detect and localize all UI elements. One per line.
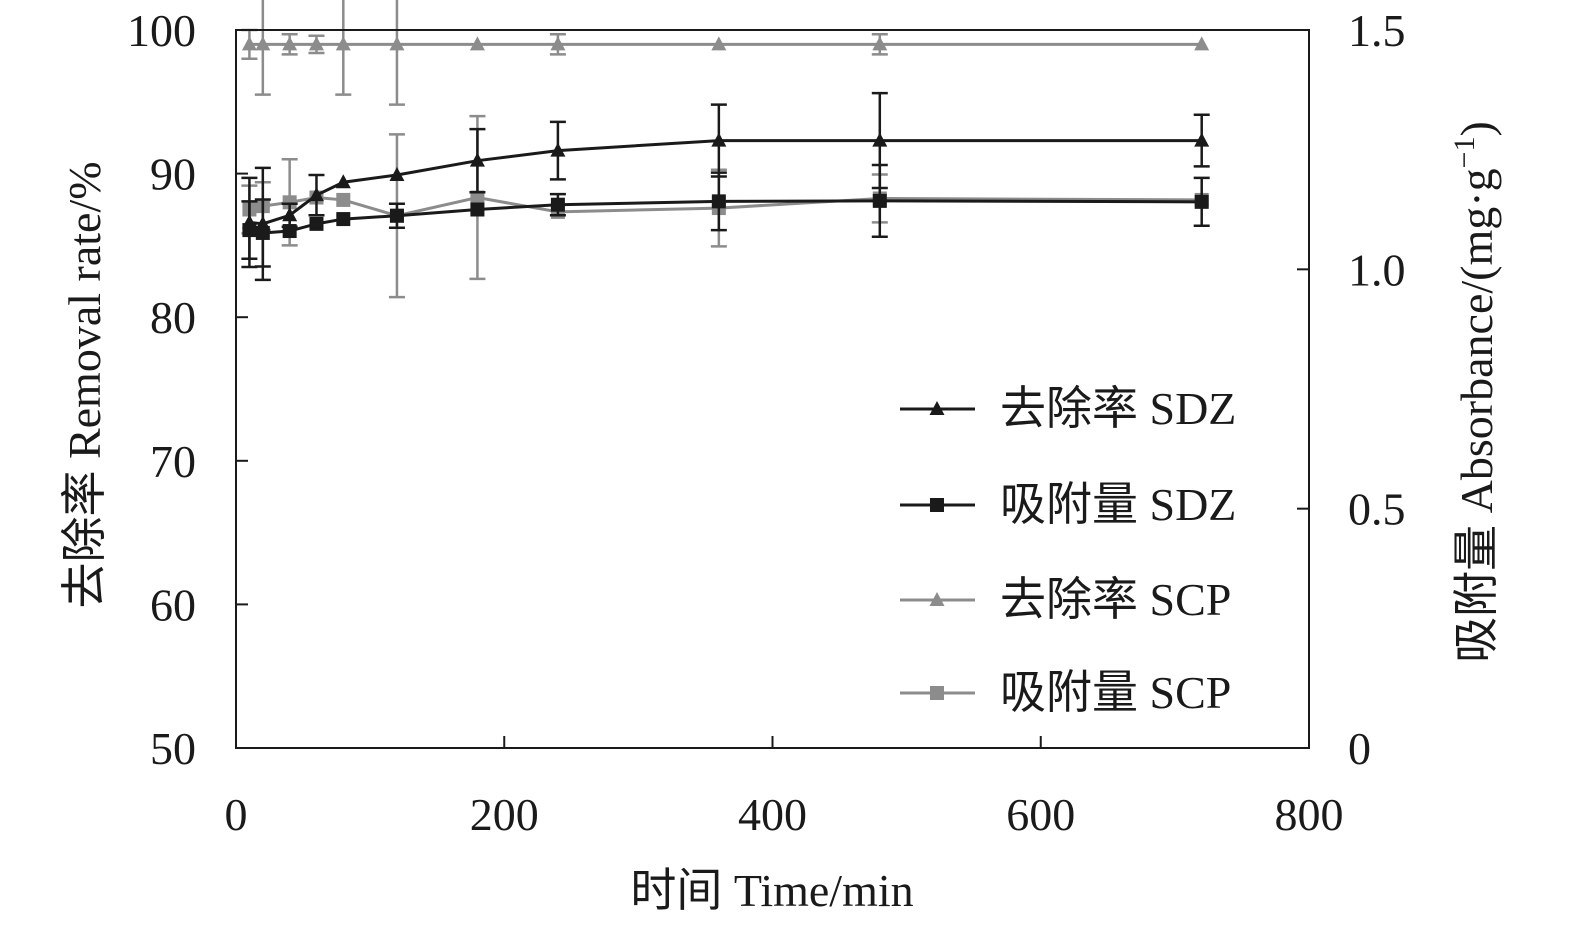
legend-label-adsorption-scp: 吸附量 SCP	[1000, 667, 1231, 718]
data-point	[550, 36, 566, 51]
y-left-tick-label: 60	[150, 579, 196, 630]
legend-item-adsorption-sdz: 吸附量 SDZ	[900, 479, 1236, 530]
x-tick-label: 800	[1275, 789, 1344, 840]
x-tick-label: 400	[738, 789, 807, 840]
data-point	[282, 195, 297, 210]
y-right-tick-label: 0	[1348, 723, 1371, 774]
data-point	[1194, 132, 1210, 147]
y-right-tick-label: 1.0	[1348, 244, 1406, 295]
legend-square-marker-icon	[930, 498, 944, 512]
series-layer	[241, 0, 1210, 299]
y-left-tick-label: 100	[127, 5, 196, 56]
y-left-tick-label: 90	[150, 149, 196, 200]
data-point	[711, 132, 727, 147]
x-axis-title: 时间 Time/min	[630, 865, 913, 916]
data-point	[308, 187, 324, 202]
data-point	[389, 36, 405, 51]
y-right-tick-label: 1.5	[1348, 5, 1406, 56]
data-point	[309, 216, 324, 231]
data-point	[711, 36, 727, 51]
y-right-axis-title-close: )	[1451, 121, 1502, 136]
data-point	[389, 167, 405, 182]
data-point	[872, 36, 888, 51]
data-point	[241, 214, 257, 229]
data-point	[282, 207, 298, 222]
data-point	[241, 36, 257, 51]
y-left-axis-title: 去除率 Removal rate/%	[59, 161, 110, 608]
y-right-axis-title-main: 吸附量 Absorbance/(mg·g	[1451, 168, 1502, 662]
data-point	[469, 36, 485, 51]
x-tick-label: 600	[1006, 789, 1075, 840]
data-point	[336, 212, 351, 227]
series-2	[241, 0, 1210, 106]
data-point	[550, 142, 566, 157]
series-1	[241, 163, 1210, 268]
data-point	[336, 192, 351, 207]
y-right-axis-title: 吸附量 Absorbance/(mg·g−1)	[1448, 121, 1502, 663]
y-left-tick-label: 80	[150, 292, 196, 343]
legend-triangle-marker-icon	[929, 592, 945, 606]
data-point	[872, 132, 888, 147]
legend-label-removal-sdz: 去除率 SDZ	[1000, 383, 1236, 434]
data-point	[255, 36, 271, 51]
data-point	[335, 36, 351, 51]
series-0	[241, 91, 1210, 282]
y-left-tick-label: 70	[150, 436, 196, 487]
y-right-axis-title-sup: −1	[1448, 137, 1481, 169]
data-point	[550, 197, 565, 212]
data-point	[1194, 194, 1209, 209]
data-point	[470, 190, 485, 205]
data-point	[470, 202, 485, 217]
y-right-tick-label: 0.5	[1348, 484, 1406, 535]
data-point	[469, 152, 485, 167]
legend-triangle-marker-icon	[929, 401, 945, 415]
legend-item-adsorption-scp: 吸附量 SCP	[900, 667, 1231, 718]
data-point	[711, 194, 726, 209]
x-tick-label: 0	[225, 789, 248, 840]
legend: 去除率 SDZ 吸附量 SDZ 去除率 SCP 吸附量 SCP	[900, 383, 1236, 718]
data-point	[872, 193, 887, 208]
legend-label-removal-scp: 去除率 SCP	[1000, 574, 1231, 625]
data-point	[1194, 36, 1210, 51]
data-point	[335, 174, 351, 189]
legend-item-removal-scp: 去除率 SCP	[900, 574, 1231, 625]
legend-square-marker-icon	[930, 686, 944, 700]
y-left-tick-label: 50	[150, 723, 196, 774]
data-point	[308, 36, 324, 51]
legend-label-adsorption-sdz: 吸附量 SDZ	[1000, 479, 1236, 530]
ticks-layer: 0 200 400 600 800 50 60 70 80 90 100 0 0.5 1.0 1.5	[127, 5, 1406, 840]
data-point	[255, 215, 271, 230]
data-point	[282, 36, 298, 51]
legend-item-removal-sdz: 去除率 SDZ	[900, 383, 1236, 434]
x-tick-label: 200	[470, 789, 539, 840]
data-point	[389, 208, 404, 223]
